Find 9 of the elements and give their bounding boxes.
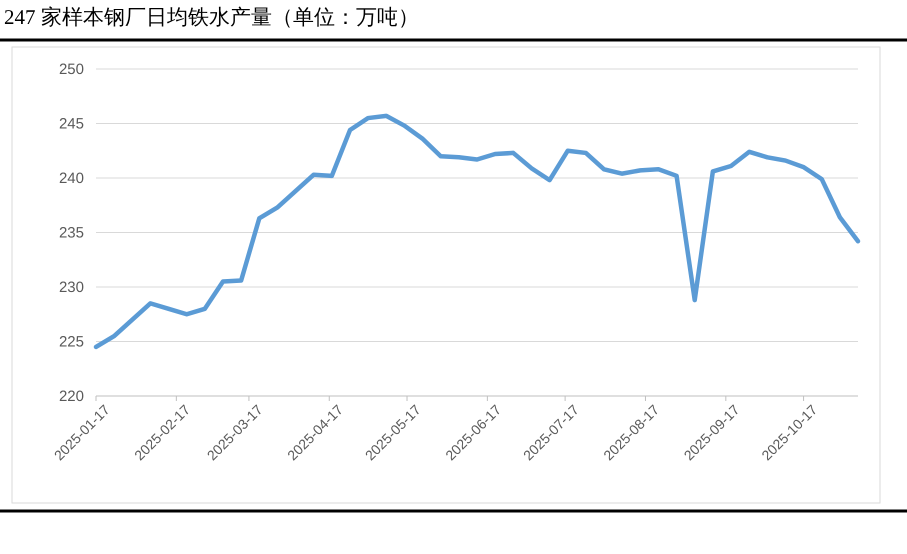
y-tick-label: 245 xyxy=(58,115,84,132)
y-tick-label: 235 xyxy=(58,224,84,242)
y-tick-label: 225 xyxy=(58,333,84,350)
chart-title: 247 家样本钢厂日均铁水产量（单位：万吨） xyxy=(4,5,419,29)
y-tick-label: 230 xyxy=(58,278,84,296)
y-tick-label: 220 xyxy=(58,388,84,405)
y-tick-label: 240 xyxy=(58,170,84,187)
line-series xyxy=(94,114,860,350)
y-tick-label: 250 xyxy=(58,60,84,78)
